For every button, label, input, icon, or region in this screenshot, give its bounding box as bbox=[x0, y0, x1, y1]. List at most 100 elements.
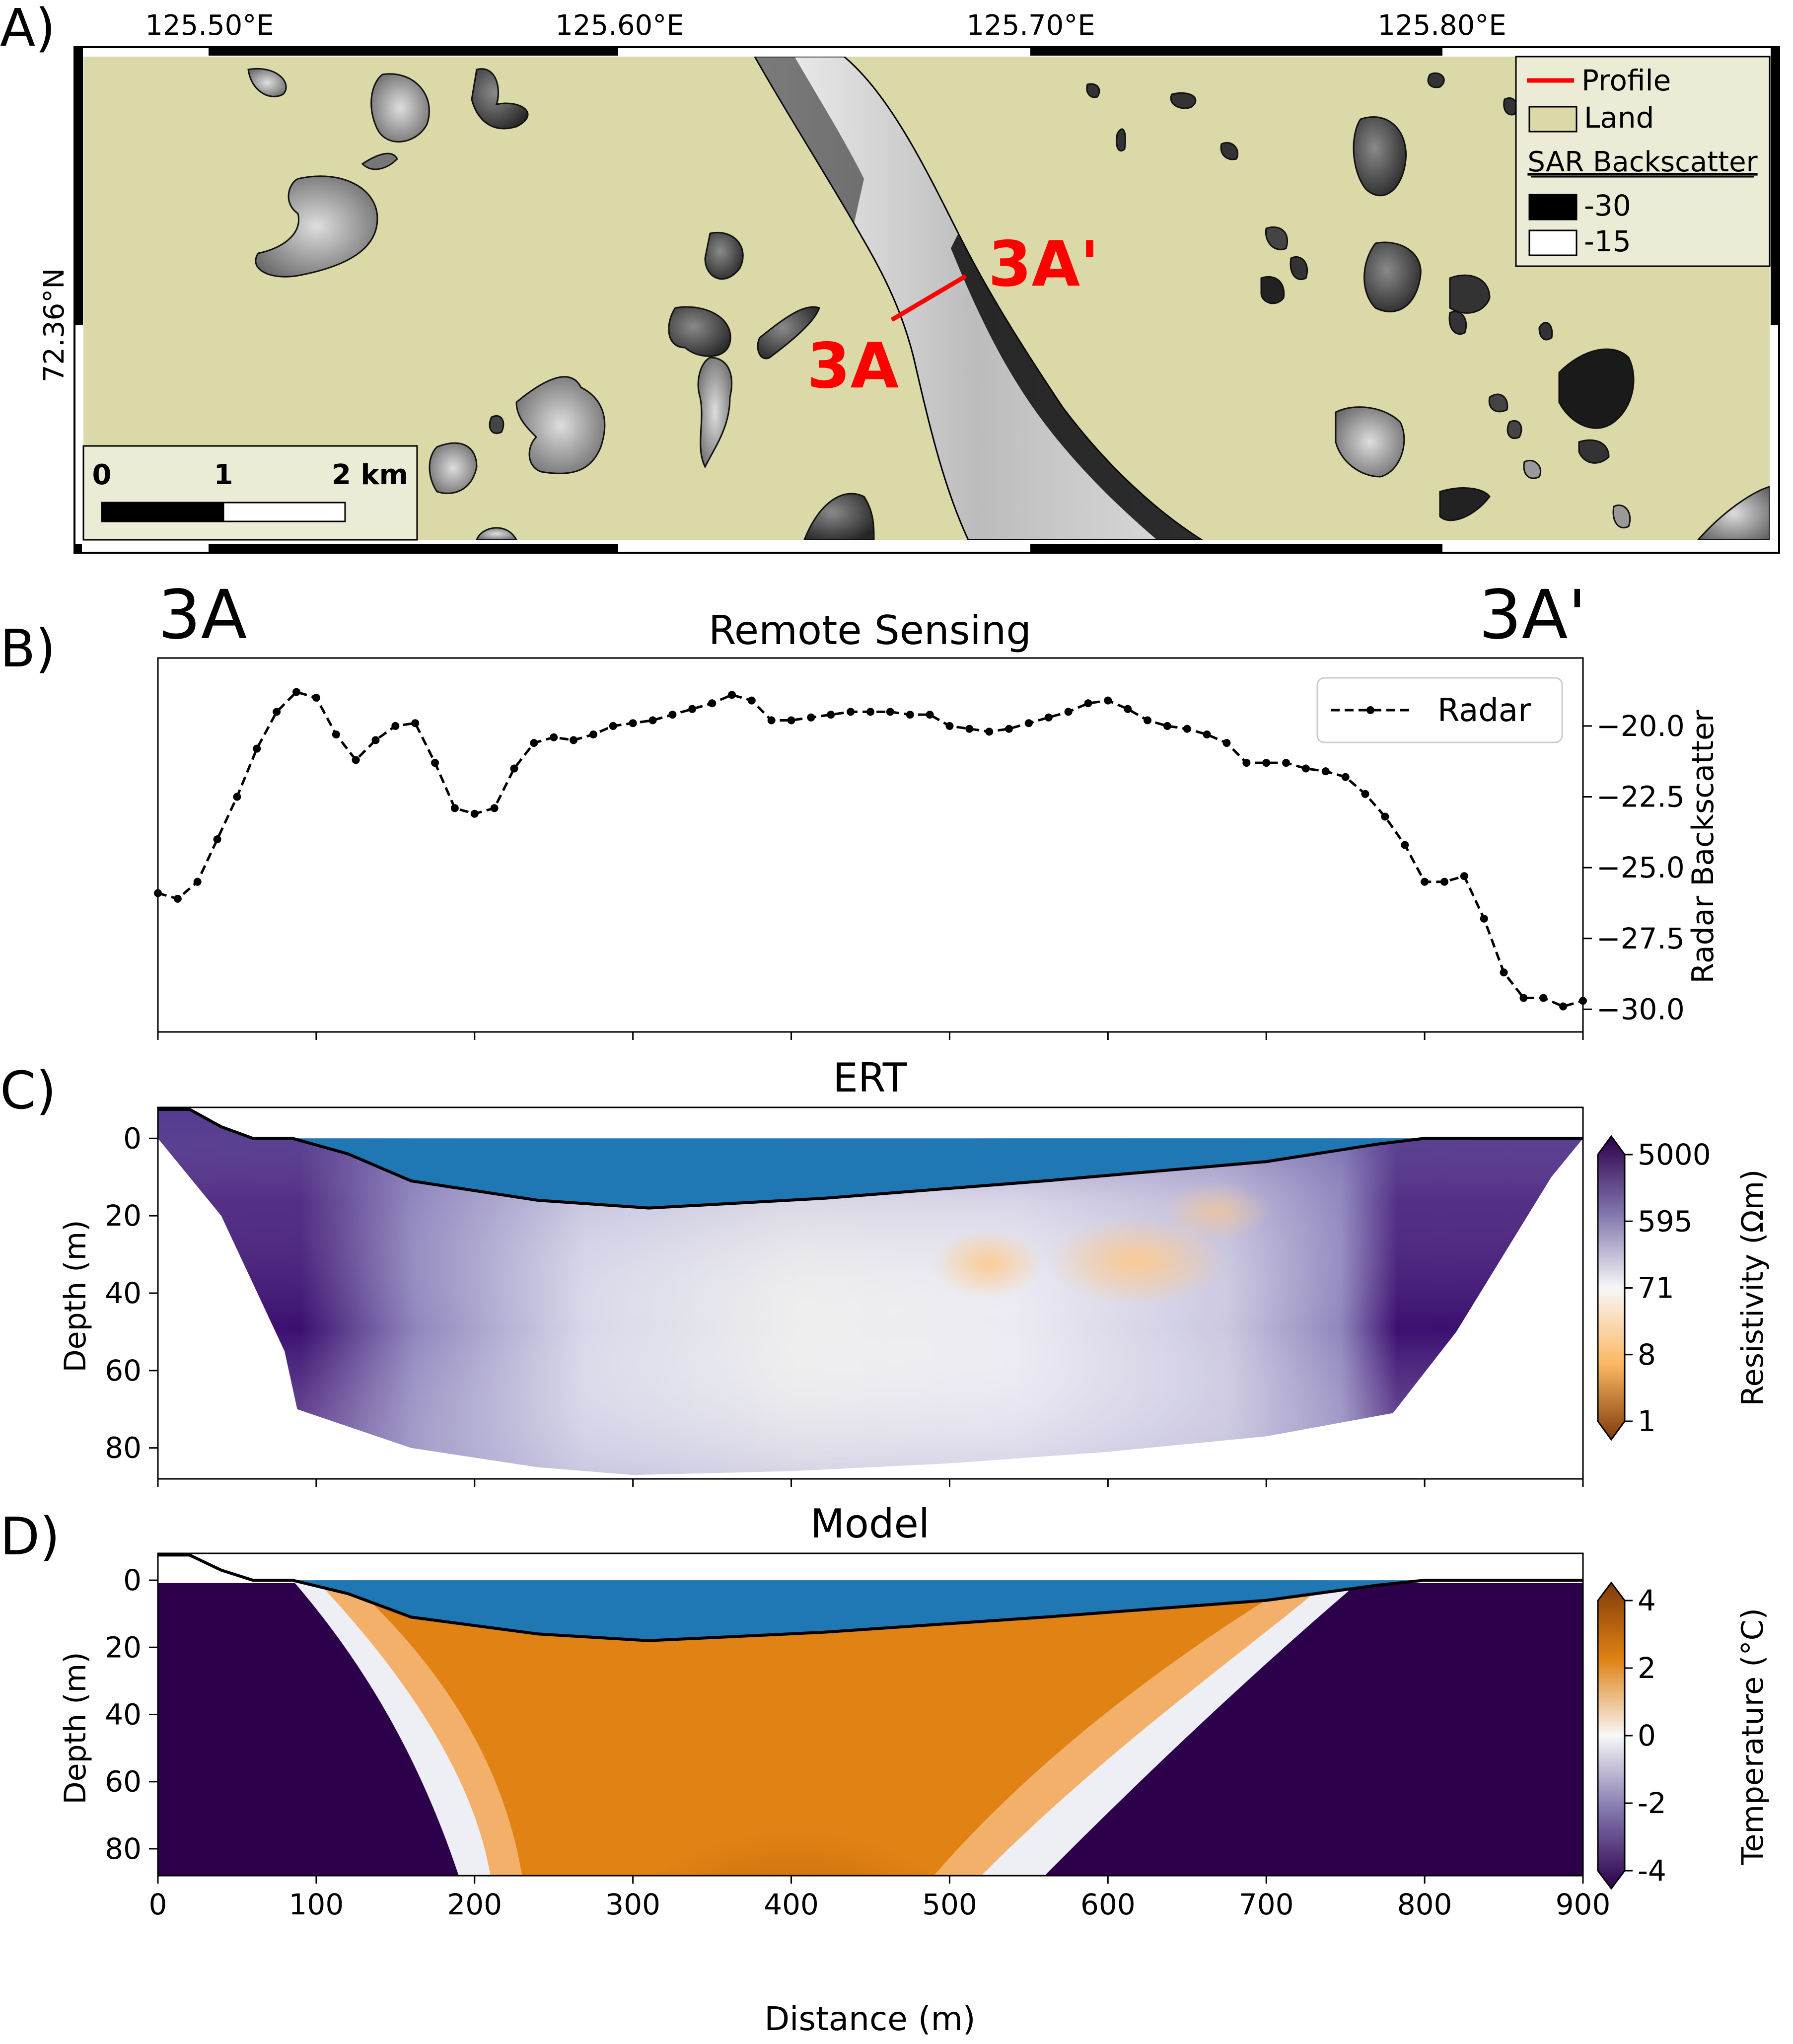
panel-b-letter: B) bbox=[0, 618, 56, 679]
scale-bar-black-segment bbox=[101, 502, 224, 522]
model-x-tick-label: 400 bbox=[764, 1888, 819, 1921]
radar-data-point bbox=[1321, 767, 1330, 776]
lon-tick-label: 125.60°E bbox=[555, 9, 684, 42]
radar-legend-box bbox=[1316, 677, 1563, 743]
radar-data-point bbox=[1282, 759, 1291, 767]
radar-data-point bbox=[886, 708, 894, 716]
radar-data-point bbox=[391, 722, 400, 730]
ert-colorbar-tick-label: 1 bbox=[1638, 1404, 1656, 1438]
radar-data-point bbox=[1480, 914, 1488, 923]
radar-data-point bbox=[1222, 739, 1231, 747]
ert-colorbar-tick-label: 71 bbox=[1638, 1271, 1674, 1305]
ert-ticks: 0 20 40 60 80 bbox=[105, 1121, 1584, 1487]
radar-data-point bbox=[273, 708, 281, 716]
lon-tick-label: 125.70°E bbox=[966, 9, 1095, 42]
radar-data-point bbox=[1519, 994, 1528, 1002]
profile-line bbox=[890, 274, 967, 322]
ert-panel: C) ERT 0 20 40 60 80 Depth (m) 5000 595 71 8 1 R… bbox=[0, 1055, 1770, 1487]
model-colorbar-tick-label: 4 bbox=[1638, 1584, 1656, 1617]
radar-y-tick-label: −22.5 bbox=[1596, 780, 1685, 814]
model-y-tick-label: 0 bbox=[123, 1563, 142, 1597]
ert-colorbar-label: Resistivity (Ωm) bbox=[1735, 1169, 1770, 1406]
lon-tick-label: 125.50°E bbox=[145, 9, 274, 42]
model-y-tick-label: 40 bbox=[105, 1698, 142, 1732]
radar-data-point bbox=[827, 711, 835, 719]
model-talik bbox=[348, 1580, 1298, 1876]
scale-bar-label: 0 bbox=[92, 459, 112, 491]
ert-y-tick-label: 60 bbox=[105, 1354, 142, 1387]
ert-y-axis-label: Depth (m) bbox=[58, 1220, 93, 1372]
model-colorbar-tick-label: -2 bbox=[1638, 1786, 1666, 1820]
legend-sar-max-swatch bbox=[1528, 229, 1578, 256]
radar-data-point bbox=[1262, 759, 1271, 767]
model-colorbar-tick-label: -4 bbox=[1638, 1854, 1666, 1888]
model-x-tick-label: 700 bbox=[1239, 1888, 1294, 1921]
radar-chart-title: Remote Sensing bbox=[709, 607, 1031, 654]
radar-data-point bbox=[767, 716, 776, 725]
ert-low-resistivity-anomaly bbox=[1162, 1182, 1271, 1241]
radar-data-point bbox=[173, 894, 182, 903]
radar-data-point bbox=[1203, 730, 1211, 739]
ert-y-tick-label: 80 bbox=[105, 1431, 142, 1465]
radar-legend-label: Radar bbox=[1437, 692, 1531, 729]
panel-a-letter: A) bbox=[0, 0, 56, 58]
radar-data-point bbox=[193, 877, 202, 886]
ert-low-resistivity-anomaly bbox=[1048, 1217, 1226, 1306]
model-y-tick-label: 20 bbox=[105, 1630, 142, 1664]
radar-data-point bbox=[807, 713, 815, 722]
radar-data-point bbox=[312, 693, 320, 702]
radar-y-tick-label: −30.0 bbox=[1596, 992, 1685, 1026]
map-frame-ticks bbox=[74, 47, 1779, 553]
model-chart-title: Model bbox=[810, 1501, 930, 1547]
model-x-tick-label: 200 bbox=[447, 1888, 502, 1921]
panel-d-letter: D) bbox=[0, 1506, 60, 1567]
radar-data-point bbox=[787, 716, 795, 725]
radar-data-point bbox=[233, 793, 241, 801]
radar-data-point bbox=[1361, 790, 1369, 798]
radar-data-point bbox=[213, 835, 221, 844]
model-x-tick-label: 600 bbox=[1080, 1888, 1136, 1921]
radar-data-point bbox=[570, 736, 578, 744]
model-surface-line bbox=[158, 1553, 1583, 1642]
model-x-axis-label: Distance (m) bbox=[764, 2000, 975, 2038]
legend-profile-label: Profile bbox=[1581, 64, 1671, 97]
radar-y-tick-label: −20.0 bbox=[1596, 709, 1685, 743]
river-shadow-left bbox=[755, 57, 864, 223]
panel-c-letter: C) bbox=[0, 1060, 56, 1121]
radar-data-point bbox=[1341, 773, 1350, 781]
radar-y-tick-label: −25.0 bbox=[1596, 851, 1685, 884]
radar-data-point bbox=[470, 809, 479, 818]
radar-data-point bbox=[332, 730, 340, 739]
scale-bar: 0 1 2 km bbox=[82, 445, 418, 541]
radar-data-point bbox=[1104, 696, 1112, 705]
radar-data-point bbox=[589, 730, 597, 739]
radar-data-point bbox=[1084, 699, 1092, 708]
radar-data-point bbox=[648, 716, 657, 725]
legend-land-label: Land bbox=[1584, 101, 1654, 135]
radar-data-point bbox=[847, 708, 855, 716]
scale-bar-box bbox=[82, 445, 418, 541]
ert-lake-water bbox=[292, 1138, 1425, 1208]
radar-data-point bbox=[1559, 1002, 1568, 1011]
radar-data-point bbox=[1064, 708, 1073, 716]
lat-tick-label: 72.36°N bbox=[38, 268, 71, 382]
radar-data-point bbox=[985, 728, 994, 736]
radar-legend: Radar bbox=[1316, 677, 1563, 743]
map-legend: Profile Land SAR Backscatter -30 -15 bbox=[1515, 56, 1771, 267]
legend-sar-max-label: -15 bbox=[1584, 224, 1631, 258]
radar-panel: B) 3A 3A' Remote Sensing −20.0 −22.5 −25.0… bbox=[0, 576, 1721, 1040]
radar-data-point bbox=[629, 719, 637, 728]
scale-bar-label: 2 km bbox=[332, 459, 408, 491]
radar-data-point bbox=[352, 756, 360, 764]
radar-data-point bbox=[490, 804, 499, 812]
radar-data-point bbox=[965, 725, 974, 733]
radar-data-point bbox=[1024, 719, 1033, 728]
legend-sar-min-swatch bbox=[1528, 194, 1578, 220]
radar-data-point bbox=[292, 688, 301, 696]
radar-data-point bbox=[450, 804, 459, 812]
scale-bar-white-segment bbox=[222, 502, 346, 522]
thermokarst-lakes bbox=[247, 68, 1770, 540]
model-x-tick-label: 900 bbox=[1556, 1888, 1611, 1921]
